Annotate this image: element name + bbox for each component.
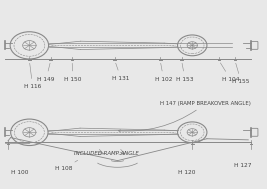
Text: H 116: H 116: [24, 63, 41, 89]
Text: H 150: H 150: [64, 63, 82, 81]
Text: H 104: H 104: [220, 63, 239, 81]
FancyBboxPatch shape: [251, 128, 258, 136]
Text: H 147 (RAMP BREAKOVER ANGLE): H 147 (RAMP BREAKOVER ANGLE): [118, 101, 251, 132]
Text: H 153: H 153: [176, 63, 194, 81]
Text: INCLUDED RAMP ANGLE: INCLUDED RAMP ANGLE: [74, 151, 139, 156]
Text: H 131: H 131: [112, 63, 129, 81]
Text: H 127: H 127: [234, 163, 252, 167]
Text: H 155: H 155: [232, 63, 250, 84]
Text: H 149: H 149: [37, 63, 55, 81]
FancyBboxPatch shape: [251, 41, 258, 49]
Text: H 102: H 102: [155, 63, 172, 81]
Text: H 108: H 108: [55, 160, 78, 171]
Text: H 120: H 120: [178, 170, 196, 175]
Text: H 100: H 100: [11, 170, 28, 175]
